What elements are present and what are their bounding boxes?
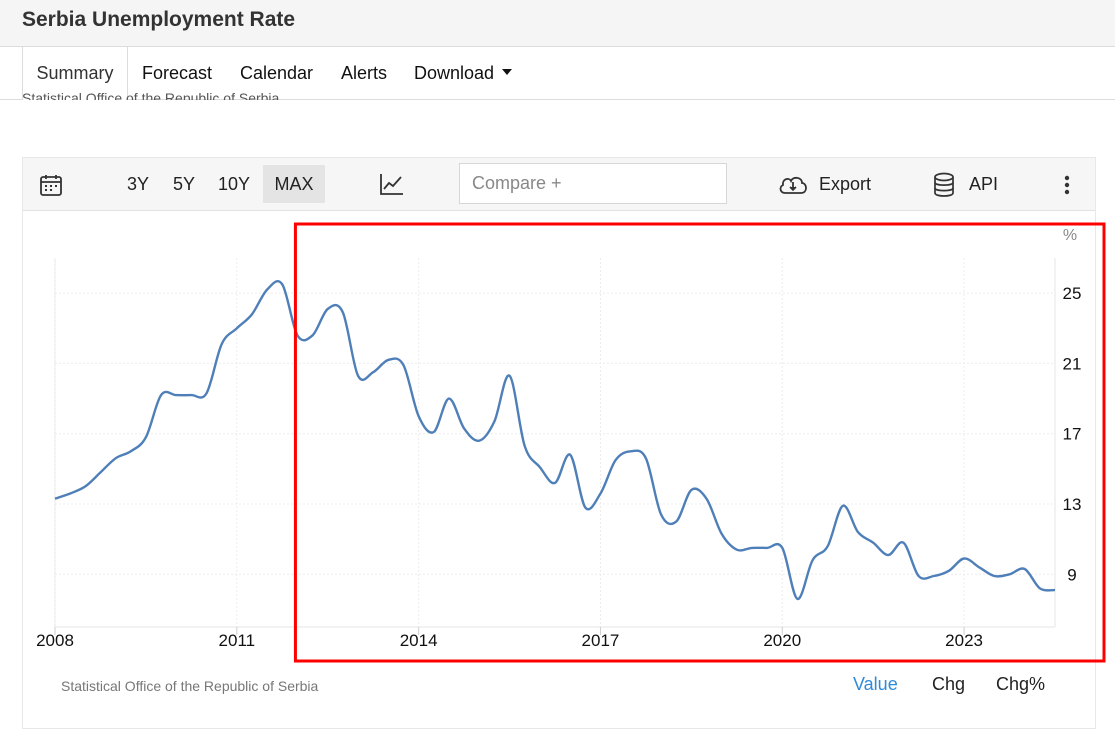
cloud-download-icon[interactable] xyxy=(777,173,809,197)
range-5y-button[interactable]: 5Y xyxy=(165,165,203,203)
range-3y-label: 3Y xyxy=(126,174,150,194)
chart-toolbar: 3Y 5Y 10Y MAX Export API xyxy=(23,158,1095,211)
x-tick-label: 2023 xyxy=(945,631,983,650)
export-label: Export xyxy=(819,174,872,194)
range-10y-label: 10Y xyxy=(217,174,251,194)
tab-calendar-label: Calendar xyxy=(240,63,314,83)
tab-download-label: Download xyxy=(414,63,495,83)
tab-forecast[interactable]: Forecast xyxy=(142,47,212,99)
caret-down-icon xyxy=(502,69,513,76)
tab-download[interactable]: Download xyxy=(414,47,513,99)
nav-tabs: Summary Forecast Calendar Alerts Downloa… xyxy=(0,47,1115,100)
y-unit-label: % xyxy=(1063,227,1077,244)
api-label: API xyxy=(969,174,999,194)
compare-input[interactable] xyxy=(459,163,727,204)
tab-alerts-label: Alerts xyxy=(341,63,388,83)
line-chart-icon[interactable] xyxy=(379,172,405,196)
highlight-box xyxy=(293,222,1106,663)
top-bar: Serbia Unemployment Rate xyxy=(0,0,1115,47)
tab-calendar[interactable]: Calendar xyxy=(240,47,313,99)
y-tick-label: 21 xyxy=(1063,354,1082,373)
database-icon[interactable] xyxy=(933,172,955,198)
chart-series xyxy=(54,280,1056,601)
range-10y-button[interactable]: 10Y xyxy=(211,165,257,203)
export-button[interactable]: Export xyxy=(819,165,871,203)
footer-source: Statistical Office of the Republic of Se… xyxy=(61,678,319,694)
x-tick-label: 2008 xyxy=(36,631,74,650)
y-tick-label: 17 xyxy=(1063,425,1082,444)
calendar-icon[interactable] xyxy=(39,173,63,197)
range-max-label: MAX xyxy=(274,174,314,194)
tab-summary-label: Summary xyxy=(36,63,114,83)
page-title: Serbia Unemployment Rate xyxy=(22,8,296,31)
series-line-unemployment xyxy=(54,280,1056,601)
tab-alerts[interactable]: Alerts xyxy=(341,47,387,99)
x-tick-label: 2017 xyxy=(582,631,620,650)
range-3y-button[interactable]: 3Y xyxy=(119,165,157,203)
y-tick-label: 13 xyxy=(1063,495,1082,514)
chart-grid xyxy=(54,258,1056,635)
more-vertical-icon[interactable] xyxy=(1063,174,1071,196)
x-tick-label: 2014 xyxy=(400,631,438,650)
api-button[interactable]: API xyxy=(969,165,998,203)
chart-labels: 25 21 17 13 9 2008 2011 2014 2017 2020 2023 xyxy=(36,284,1081,650)
footer-tab-value[interactable]: Value xyxy=(853,674,898,694)
tab-summary[interactable]: Summary xyxy=(22,47,128,100)
range-max-button[interactable]: MAX xyxy=(263,165,325,203)
y-tick-label: 25 xyxy=(1063,284,1082,303)
footer-tab-chg-pct[interactable]: Chg% xyxy=(996,674,1046,694)
x-tick-label: 2011 xyxy=(219,631,256,650)
tab-forecast-label: Forecast xyxy=(142,63,213,83)
x-tick-label: 2020 xyxy=(763,631,801,650)
footer-tab-chg[interactable]: Chg xyxy=(932,674,966,694)
range-5y-label: 5Y xyxy=(172,174,196,194)
y-tick-label: 9 xyxy=(1067,565,1076,584)
chart-panel: 3Y 5Y 10Y MAX Export API Statistical Off… xyxy=(22,157,1096,729)
